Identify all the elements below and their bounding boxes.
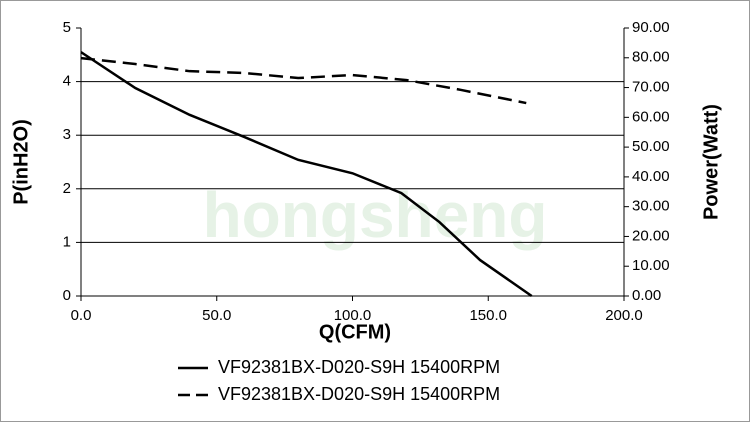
series-line bbox=[80, 56, 527, 105]
y-tick-label: 4 bbox=[63, 73, 71, 90]
y-tick-label: 5 bbox=[63, 19, 71, 36]
x-tick-label: 150.0 bbox=[469, 307, 507, 324]
y2-tick-label: 50.00 bbox=[632, 138, 670, 155]
y2-axis-label: Power(Watt) bbox=[700, 104, 722, 220]
y-tick-label: 3 bbox=[63, 126, 71, 143]
y-tick-label: 0 bbox=[63, 287, 71, 304]
y2-tick-label: 40.00 bbox=[632, 168, 670, 185]
watermark: hongsheng bbox=[203, 179, 548, 251]
legend-label: VF92381BX-D020-S9H 15400RPM bbox=[218, 357, 500, 377]
y2-tick-label: 80.00 bbox=[632, 49, 670, 66]
x-tick-label: 100.0 bbox=[334, 307, 372, 324]
y2-tick-label: 60.00 bbox=[632, 108, 670, 125]
y-tick-label: 2 bbox=[63, 180, 71, 197]
legend-label: VF92381BX-D020-S9H 15400RPM bbox=[218, 384, 500, 404]
x-tick-label: 200.0 bbox=[605, 307, 643, 324]
y-tick-label: 1 bbox=[63, 233, 71, 250]
series-line bbox=[80, 51, 533, 298]
y2-tick-label: 20.00 bbox=[632, 227, 670, 244]
y2-tick-label: 70.00 bbox=[632, 79, 670, 96]
y-axis-label: P(inH2O) bbox=[10, 119, 32, 205]
y2-tick-label: 0.00 bbox=[632, 287, 661, 304]
y2-tick-label: 10.00 bbox=[632, 257, 670, 274]
x-tick-label: 0.0 bbox=[71, 307, 92, 324]
x-axis-label: Q(CFM) bbox=[319, 321, 391, 343]
x-tick-label: 50.0 bbox=[202, 307, 231, 324]
y2-tick-label: 90.00 bbox=[632, 19, 670, 36]
y2-tick-label: 30.00 bbox=[632, 198, 670, 215]
